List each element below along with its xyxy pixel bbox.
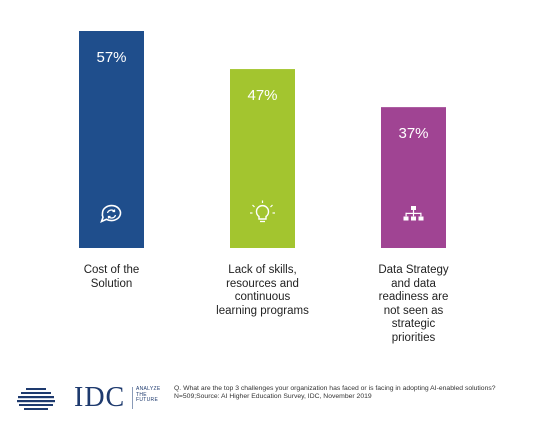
bar-3 [381,107,446,248]
value-label-1: 57% [96,49,126,66]
idc-globe-logo-icon [17,388,55,410]
logo-divider [132,387,133,409]
survey-question: Q. What are the top 3 challenges your or… [174,385,534,401]
lightbulb-icon [250,200,275,223]
bar-chart: 57% 47% 37% [79,31,446,248]
category-label-3: Data Strategy and data readiness are not se… [378,264,449,344]
question-text: Q. What are the top 3 challenges your or… [174,385,496,392]
value-label-3: 37% [398,125,428,142]
footer: IDC ANALYZE THE FUTURE Q. What are the t… [14,383,534,417]
logo-tagline: ANALYZE THE FUTURE [136,386,161,404]
category-label-2: Lack of skills, resources and continuous le… [216,264,309,317]
idc-logo-text: IDC [74,382,126,413]
bar-2 [230,69,295,248]
bar-1 [79,31,144,248]
category-label-1: Cost of the Solution [83,264,140,290]
hierarchy-icon [403,206,424,221]
value-label-2: 47% [247,87,277,104]
speech-bubble-refresh-icon [100,204,122,223]
source-text: N=509;Source: AI Higher Education Survey… [174,393,372,400]
